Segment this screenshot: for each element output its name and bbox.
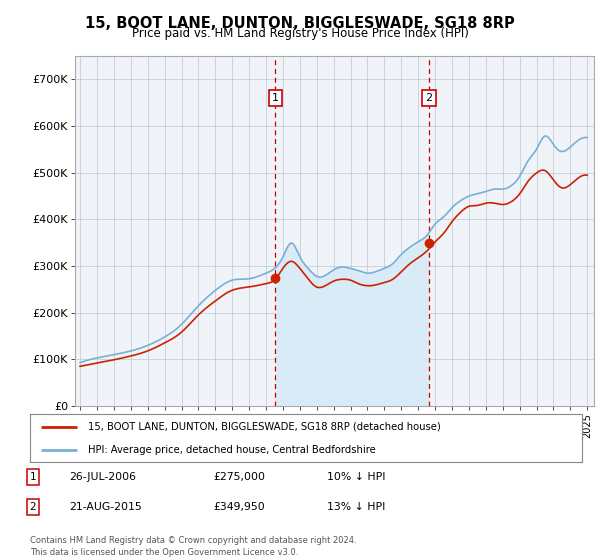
Text: 21-AUG-2015: 21-AUG-2015	[69, 502, 142, 512]
Text: HPI: Average price, detached house, Central Bedfordshire: HPI: Average price, detached house, Cent…	[88, 445, 376, 455]
Text: 26-JUL-2006: 26-JUL-2006	[69, 472, 136, 482]
Text: 15, BOOT LANE, DUNTON, BIGGLESWADE, SG18 8RP (detached house): 15, BOOT LANE, DUNTON, BIGGLESWADE, SG18…	[88, 422, 441, 432]
Text: Price paid vs. HM Land Registry's House Price Index (HPI): Price paid vs. HM Land Registry's House …	[131, 27, 469, 40]
Text: £275,000: £275,000	[213, 472, 265, 482]
Text: 15, BOOT LANE, DUNTON, BIGGLESWADE, SG18 8RP: 15, BOOT LANE, DUNTON, BIGGLESWADE, SG18…	[85, 16, 515, 31]
Text: 10% ↓ HPI: 10% ↓ HPI	[327, 472, 386, 482]
Text: 2: 2	[29, 502, 37, 512]
Text: 1: 1	[29, 472, 37, 482]
Text: 1: 1	[272, 93, 279, 103]
Text: 2: 2	[425, 93, 433, 103]
Text: £349,950: £349,950	[213, 502, 265, 512]
Text: 13% ↓ HPI: 13% ↓ HPI	[327, 502, 385, 512]
Text: Contains HM Land Registry data © Crown copyright and database right 2024.
This d: Contains HM Land Registry data © Crown c…	[30, 536, 356, 557]
